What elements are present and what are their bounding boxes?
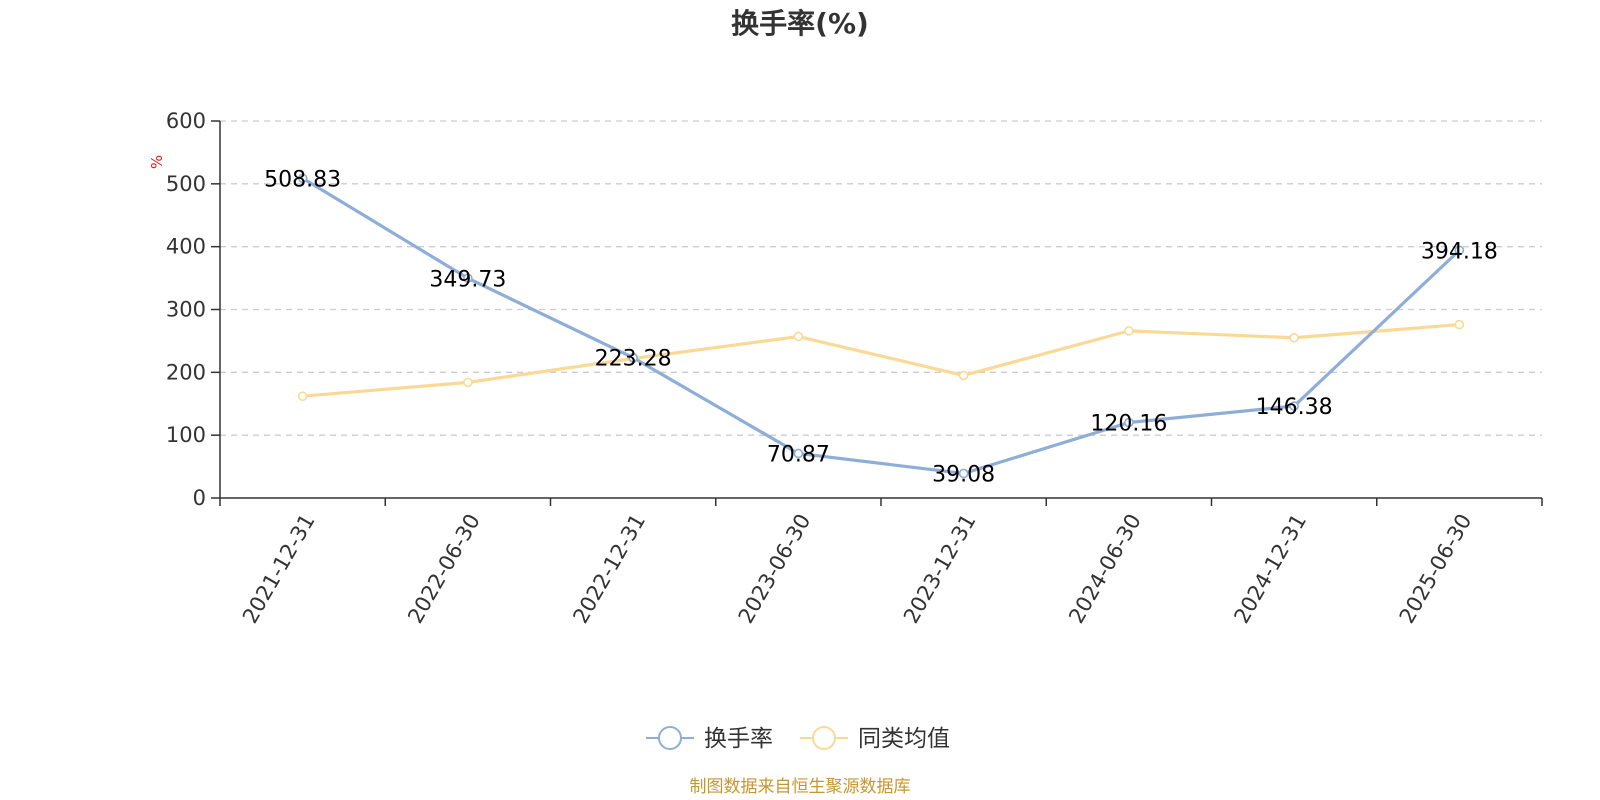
data-point[interactable] <box>297 391 308 402</box>
data-point[interactable] <box>1289 401 1299 411</box>
legend-item-0[interactable]: 换手率 <box>646 726 773 752</box>
y-tick-label: 100 <box>166 423 206 447</box>
x-tick-label: 2023-06-30 <box>734 510 816 628</box>
grid <box>220 120 1542 436</box>
data-point[interactable] <box>463 273 473 284</box>
data-labels: 508.83 349.73 223.28 70.87 39.08 120.16 146.38… <box>264 167 1498 487</box>
data-point[interactable] <box>958 468 969 479</box>
data-point[interactable] <box>1124 417 1134 428</box>
x-tick-label: 2025-06-30 <box>1395 510 1477 628</box>
data-label: 70.87 <box>767 442 830 467</box>
series-0 <box>297 173 1465 479</box>
data-label: 349.73 <box>429 267 506 292</box>
data-label: 394.18 <box>1421 239 1498 264</box>
y-tick-label: 500 <box>166 172 206 196</box>
x-tick-label: 2022-12-31 <box>568 510 650 628</box>
data-point[interactable] <box>1124 326 1134 336</box>
series-line <box>302 322 1460 398</box>
x-tick-label: 2021-12-31 <box>238 510 320 628</box>
data-label: 39.08 <box>932 462 995 487</box>
x-tick-label: 2024-12-31 <box>1229 510 1311 628</box>
y-tick-label: 200 <box>166 360 206 384</box>
data-label: 223.28 <box>595 347 672 372</box>
data-point[interactable] <box>1454 245 1465 256</box>
series-1 <box>297 319 1465 402</box>
data-point[interactable] <box>793 331 804 342</box>
series-line <box>301 176 1461 476</box>
data-point[interactable] <box>628 352 638 363</box>
data-point[interactable] <box>793 448 804 459</box>
data-label: 120.16 <box>1090 411 1167 436</box>
x-tick-label: 2022-06-30 <box>403 510 485 628</box>
y-tick-label: 0 <box>193 486 206 510</box>
legend-item-1[interactable]: 同类均值 <box>800 726 950 752</box>
y-axis-unit-label: % <box>148 155 166 169</box>
y-tick-label: 400 <box>166 235 206 259</box>
data-label: 508.83 <box>264 167 341 192</box>
source-note: 制图数据来自恒生聚源数据库 <box>690 777 911 797</box>
data-label: 146.38 <box>1256 395 1333 420</box>
legend-label: 换手率 <box>704 726 773 752</box>
series-layer <box>297 173 1465 479</box>
y-tick-label: 600 <box>166 109 206 133</box>
data-point[interactable] <box>1289 332 1299 343</box>
x-tick-label: 2024-06-30 <box>1064 510 1146 628</box>
legend-label: 同类均值 <box>858 726 950 752</box>
legend-marker <box>658 726 682 750</box>
data-point[interactable] <box>297 173 308 184</box>
chart-title: 换手率(%) <box>731 7 869 40</box>
data-point[interactable] <box>1454 319 1465 330</box>
legend-marker <box>812 726 836 750</box>
legend[interactable]: 换手率 同类均值 <box>646 726 950 752</box>
y-tick-label: 300 <box>166 298 206 322</box>
x-tick-label: 2023-12-31 <box>899 510 981 628</box>
data-point[interactable] <box>463 377 473 388</box>
data-point[interactable] <box>958 370 969 381</box>
